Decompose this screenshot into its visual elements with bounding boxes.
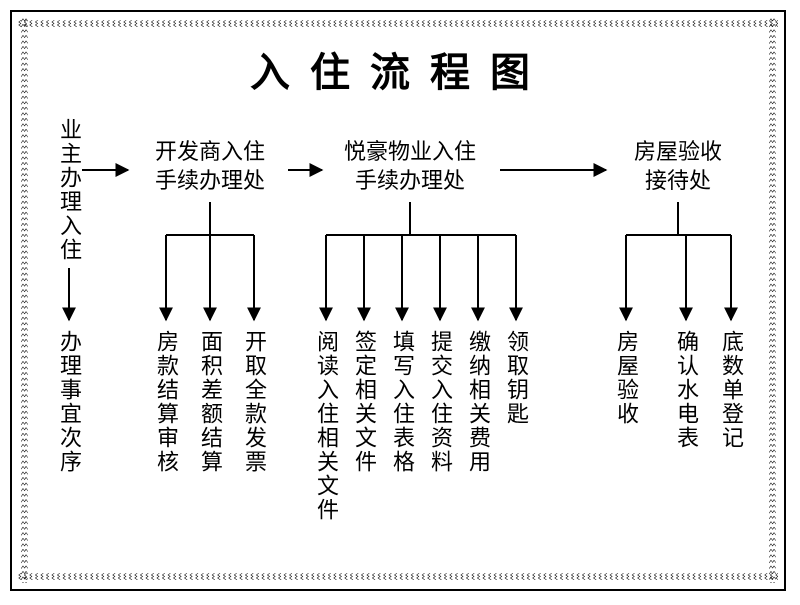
node-d2: 面积差额结算 <box>199 330 221 474</box>
node-insp-l1: 房屋验收 <box>608 138 748 167</box>
node-dev-l2: 手续办理处 <box>130 167 290 196</box>
node-i1: 房屋验收 <box>615 330 637 426</box>
node-insp-l2: 接待处 <box>608 167 748 196</box>
node-d1: 房款结算审核 <box>155 330 177 474</box>
node-p1: 阅读入住相关文件 <box>315 330 337 522</box>
flow-diagram <box>0 0 800 605</box>
node-prop: 悦豪物业入住 手续办理处 <box>320 138 500 195</box>
node-p5: 缴纳相关费用 <box>467 330 489 474</box>
node-i2: 确认水电表 <box>675 330 697 450</box>
node-insp: 房屋验收 接待处 <box>608 138 748 195</box>
node-p6: 领取钥匙 <box>505 330 527 426</box>
node-dev-l1: 开发商入住 <box>130 138 290 167</box>
node-start: 业主办理入住 <box>58 118 80 262</box>
node-dev: 开发商入住 手续办理处 <box>130 138 290 195</box>
node-p2: 签定相关文件 <box>353 330 375 474</box>
node-i3: 底数单登记 <box>720 330 742 450</box>
node-prop-l2: 手续办理处 <box>320 167 500 196</box>
node-seq: 办理事宜次序 <box>58 330 80 474</box>
node-d3: 开取全款发票 <box>243 330 265 474</box>
node-prop-l1: 悦豪物业入住 <box>320 138 500 167</box>
node-p3: 填写入住表格 <box>391 330 413 474</box>
node-p4: 提交入住资料 <box>429 330 451 474</box>
